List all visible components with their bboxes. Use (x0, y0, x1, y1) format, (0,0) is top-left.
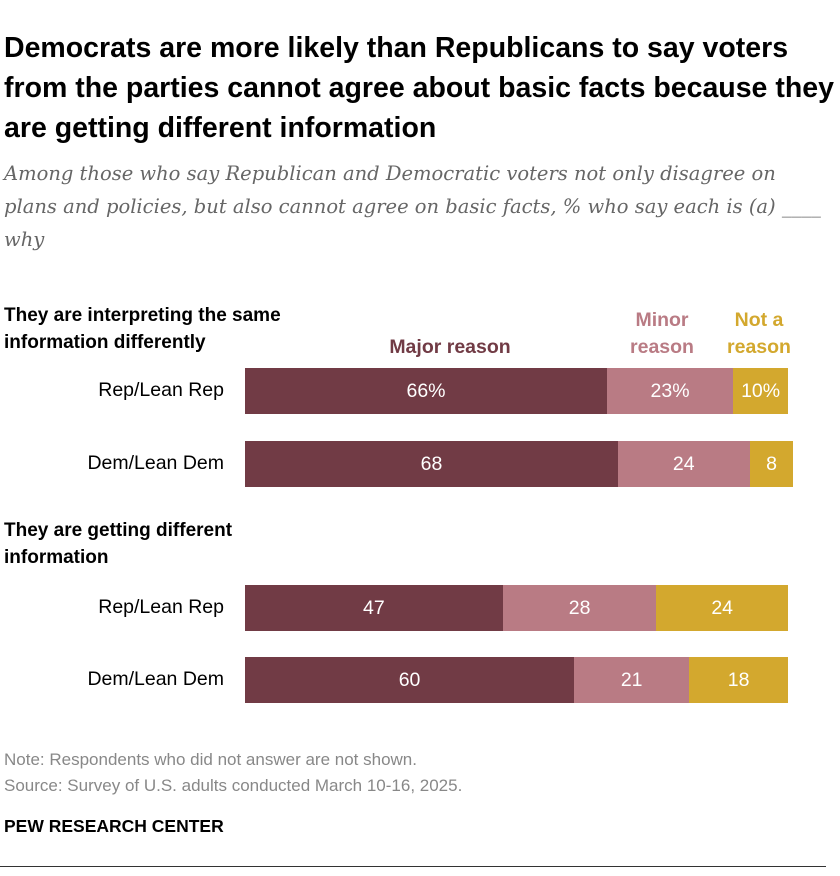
bar-segment-minor: 21 (574, 657, 690, 703)
data-label: 28 (568, 596, 591, 619)
data-label: 18 (727, 668, 750, 691)
data-label: 66% (406, 379, 446, 402)
bar-segment-major: 68 (245, 441, 618, 487)
data-label: 60 (398, 668, 421, 691)
group-title-1: They are interpreting the same informati… (4, 305, 281, 353)
legend-major: Major reason (389, 336, 511, 358)
legend-not: Not a reason (712, 307, 806, 361)
bar-segment-major: 47 (245, 585, 503, 631)
chart-title: Democrats are more likely than Republica… (4, 32, 834, 144)
bottom-rule (0, 866, 826, 867)
data-label: 8 (766, 452, 777, 475)
bar-segment-minor: 24 (617, 441, 750, 487)
bar-segment-not: 24 (656, 585, 788, 631)
legend-minor-line2: reason (630, 336, 694, 358)
bar-segment-minor: 23% (607, 368, 734, 414)
row-label: Rep/Lean Rep (98, 379, 224, 401)
chart-subtitle: Among those who say Republican and Democ… (4, 162, 821, 251)
org-logo-text: PEW RESEARCH CENTER (4, 816, 224, 836)
bar-segment-major: 60 (245, 657, 575, 703)
note: Note: Respondents who did not answer are… (4, 750, 417, 769)
row-label: Rep/Lean Rep (98, 596, 224, 618)
data-label: 10% (741, 379, 781, 402)
group-title-2: They are getting different information (4, 520, 233, 568)
row-label: Dem/Lean Dem (87, 668, 224, 690)
legend-minor: Minor reason (600, 307, 724, 361)
legend-not-line1: Not a (734, 309, 784, 331)
data-label: 24 (711, 596, 734, 619)
bar-segment-not: 8 (749, 441, 794, 487)
legend-minor-line1: Minor (635, 309, 689, 331)
data-label: 21 (620, 668, 643, 691)
bar-segment-major: 66% (245, 368, 607, 414)
bar-segment-not: 18 (689, 657, 788, 703)
data-label: 47 (363, 596, 385, 619)
source: Source: Survey of U.S. adults conducted … (4, 776, 463, 795)
data-label: 23% (650, 379, 690, 402)
bar-segment-not: 10% (733, 368, 788, 414)
row-label: Dem/Lean Dem (87, 452, 224, 474)
bar-segment-minor: 28 (502, 585, 657, 631)
legend-not-line2: reason (727, 336, 791, 358)
data-label: 24 (672, 452, 695, 475)
data-label: 68 (420, 452, 443, 475)
